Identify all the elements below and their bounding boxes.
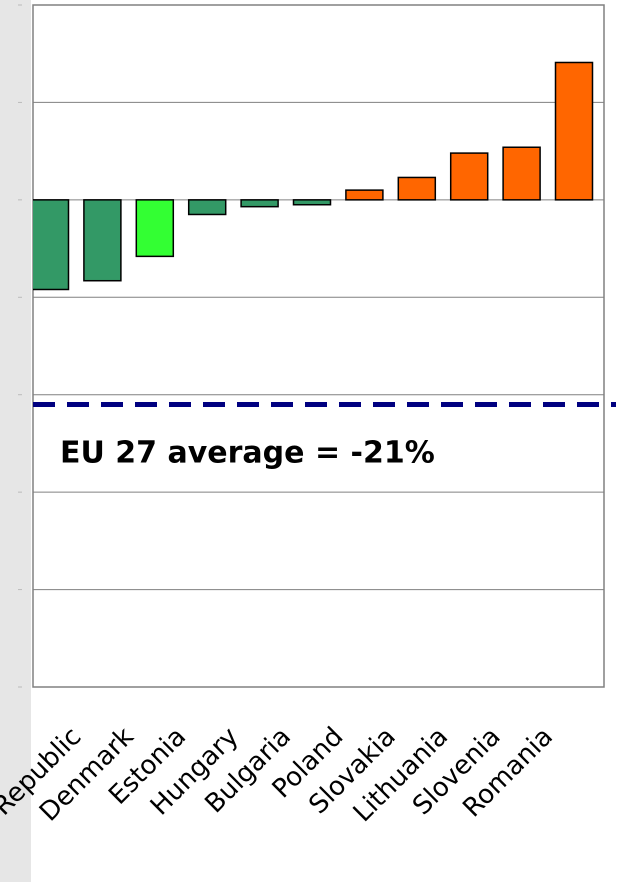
bar [554, 61, 594, 201]
bar [187, 199, 227, 216]
bar [83, 199, 122, 282]
plot-area [32, 4, 605, 688]
grid [18, 4, 604, 688]
reference-label: EU 27 average = -21% [60, 435, 435, 470]
left-strip [0, 0, 31, 882]
x-labels: Czech RepublicDenmarkEstoniaHungaryBulga… [0, 722, 559, 882]
bar [33, 199, 70, 291]
bar [449, 152, 489, 201]
bar [502, 146, 541, 201]
bar [135, 199, 175, 258]
bar [292, 199, 332, 206]
bar [240, 199, 279, 208]
bar [345, 189, 384, 201]
bar [397, 176, 437, 201]
reference: EU 27 average = -21% [33, 401, 616, 470]
bars [33, 61, 594, 291]
